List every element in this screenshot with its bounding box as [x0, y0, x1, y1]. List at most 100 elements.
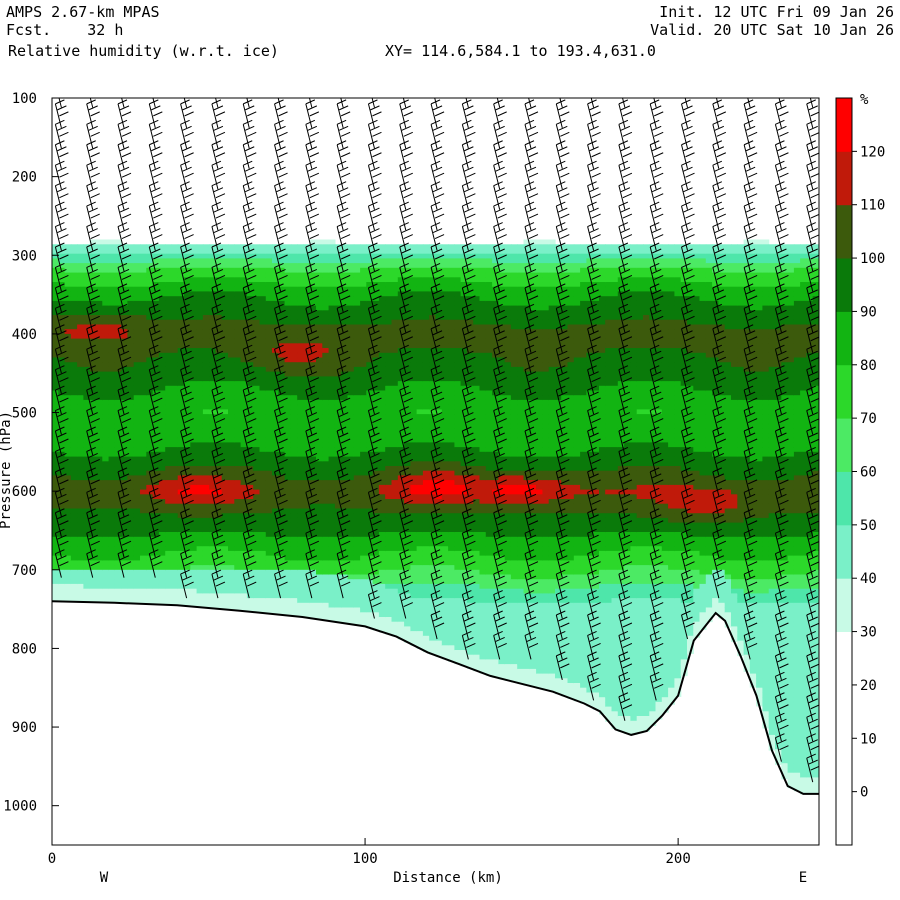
- rh-cell: [265, 560, 273, 566]
- rh-cell: [158, 258, 166, 264]
- rh-cell: [347, 555, 355, 561]
- rh-cell: [284, 574, 292, 580]
- rh-cell: [177, 352, 185, 359]
- rh-cell: [171, 555, 179, 561]
- rh-cell: [209, 418, 217, 425]
- rh-cell: [322, 517, 330, 524]
- rh-cell: [171, 352, 179, 359]
- rh-cell: [52, 494, 59, 500]
- rh-cell: [404, 503, 411, 509]
- rh-cell: [253, 282, 261, 288]
- rh-cell: [127, 300, 135, 307]
- rh-cell: [158, 550, 166, 557]
- rh-cell: [177, 560, 185, 566]
- rh-cell: [253, 442, 261, 448]
- rh-cell: [316, 282, 323, 288]
- rh-cell: [278, 333, 286, 340]
- rh-cell: [246, 569, 254, 576]
- rh-cell: [265, 442, 273, 448]
- rh-cell: [96, 305, 103, 311]
- rh-cell: [83, 357, 91, 363]
- rh-cell: [70, 470, 78, 476]
- rh-cell: [385, 447, 393, 453]
- rh-cell: [372, 475, 380, 481]
- rh-cell: [391, 447, 399, 453]
- rh-cell: [121, 588, 129, 594]
- rh-cell: [89, 258, 97, 264]
- rh-cell: [140, 414, 147, 420]
- rh-cell: [246, 423, 254, 429]
- rh-cell: [378, 291, 386, 297]
- rh-cell: [253, 560, 261, 566]
- rh-cell: [284, 602, 292, 609]
- rh-cell: [397, 503, 405, 509]
- rh-cell: [322, 442, 330, 448]
- rh-cell: [360, 617, 367, 623]
- rh-cell: [146, 475, 154, 481]
- rh-cell: [265, 456, 273, 462]
- rh-cell: [70, 475, 78, 481]
- rh-cell: [284, 286, 292, 292]
- rh-cell: [360, 437, 367, 443]
- rh-cell: [378, 381, 386, 387]
- rh-cell: [190, 414, 198, 420]
- rh-cell: [366, 362, 374, 368]
- rh-cell: [184, 484, 191, 491]
- rh-cell: [422, 546, 430, 552]
- rh-cell: [391, 286, 399, 292]
- rh-cell: [322, 414, 330, 420]
- rh-cell: [272, 503, 279, 509]
- rh-cell: [89, 475, 97, 481]
- rh-cell: [410, 607, 418, 613]
- rh-cell: [441, 461, 449, 467]
- rh-cell: [58, 550, 66, 557]
- rh-cell: [240, 362, 248, 368]
- rh-cell: [378, 437, 386, 443]
- rh-cell: [127, 574, 135, 580]
- rh-cell: [378, 569, 386, 576]
- rh-cell: [196, 263, 204, 269]
- rh-cell: [328, 546, 336, 552]
- rh-cell: [246, 433, 254, 439]
- rh-cell: [385, 475, 393, 481]
- rh-cell: [202, 399, 210, 406]
- rh-cell: [422, 607, 430, 613]
- rh-cell: [410, 565, 418, 571]
- rh-cell: [146, 527, 154, 533]
- rh-cell: [228, 484, 235, 491]
- rh-cell: [70, 362, 78, 368]
- rh-cell: [246, 381, 254, 387]
- rh-cell: [391, 546, 399, 552]
- rh-cell: [140, 489, 147, 495]
- rh-cell: [152, 456, 160, 462]
- rh-cell: [184, 414, 191, 420]
- rh-cell: [334, 607, 342, 613]
- rh-cell: [316, 253, 323, 259]
- rh-cell: [221, 282, 229, 288]
- rh-cell: [152, 310, 160, 316]
- rh-cell: [422, 357, 430, 363]
- rh-cell: [284, 395, 292, 401]
- rh-cell: [52, 381, 59, 387]
- rh-cell: [190, 489, 198, 495]
- rh-cell: [83, 569, 91, 576]
- rh-cell: [240, 579, 248, 585]
- rh-cell: [184, 579, 191, 585]
- rh-cell: [96, 565, 103, 571]
- rh-cell: [360, 418, 367, 425]
- rh-cell: [353, 409, 361, 415]
- rh-cell: [429, 423, 437, 429]
- rh-cell: [158, 527, 166, 533]
- rh-cell: [353, 399, 361, 406]
- rh-cell: [353, 508, 361, 514]
- rh-cell: [215, 494, 223, 500]
- rh-cell: [316, 598, 323, 604]
- rh-cell: [127, 263, 135, 269]
- rh-cell: [184, 489, 191, 495]
- rh-cell: [272, 569, 279, 576]
- rh-cell: [366, 541, 374, 547]
- rh-cell: [385, 315, 393, 321]
- rh-cell: [221, 324, 229, 330]
- rh-cell: [228, 249, 235, 255]
- rh-cell: [70, 437, 78, 443]
